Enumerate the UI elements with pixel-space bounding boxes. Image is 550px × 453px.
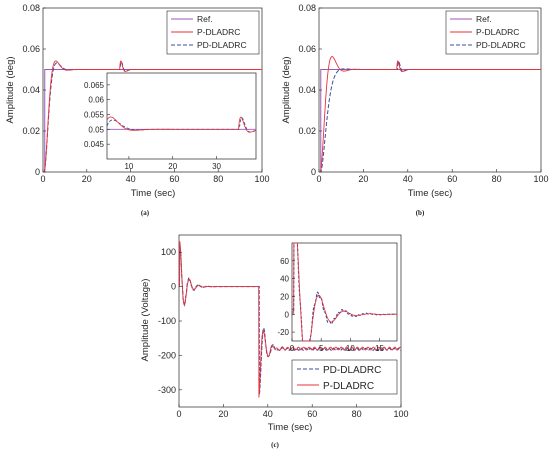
inset-c-xtick-0: 0	[290, 344, 295, 353]
chart-b-xtick-1: 20	[358, 174, 368, 184]
inset-a-ytick-1: 0.05	[88, 125, 104, 134]
inset-a-ytick-4: 0.065	[84, 81, 105, 90]
chart-a: 0 20 40 60 80 100 0 0.02 0.04 0.06 0.08 Time (sec)…	[5, 3, 270, 217]
legend-ref-a: Ref.	[197, 14, 213, 24]
chart-a-xtick-5: 100	[254, 174, 269, 184]
inset-a-xtick-2: 30	[212, 162, 221, 171]
inset-c-ytick-4: -20	[277, 328, 289, 337]
series-p-dladrc-c	[179, 241, 402, 398]
chart-a-ytick-3: 0.06	[22, 44, 40, 54]
y-axis-label-b: Amplitude (deg)	[281, 56, 292, 123]
y-axis-label-a: Amplitude (deg)	[5, 56, 16, 123]
chart-a-ytick-0: 0	[35, 167, 40, 177]
chart-a-xtick-4: 80	[213, 174, 223, 184]
inset-c-xtick-2: 10	[346, 344, 355, 353]
legend-pd-dladrc-c: PD-DLADRC	[323, 365, 381, 376]
x-axis-label-b: Time (sec)	[408, 188, 453, 199]
chart-b-xtick-4: 80	[492, 174, 502, 184]
inset-a-ytick-3: 0.06	[88, 96, 104, 105]
chart-b-xtick-3: 60	[447, 174, 457, 184]
inset-series-p-dladrc-a	[106, 116, 257, 133]
chart-c-ytick-1: 0	[171, 282, 176, 292]
legend-pd-dladrc-a: PD-DLADRC	[197, 40, 247, 50]
chart-b-xtick-5: 100	[533, 174, 548, 184]
inset-area-a	[106, 72, 257, 160]
inset-c-ytick-1: 40	[280, 275, 289, 284]
chart-c-ytick-0: 100	[161, 247, 176, 257]
x-axis-label-a: Time (sec)	[131, 188, 176, 199]
chart-c-xtick-2: 40	[263, 409, 273, 419]
chart-c-ytick-3: -200	[158, 350, 176, 360]
chart-b-ytick-0: 0	[311, 167, 316, 177]
inset-series-p-dladrc-c	[292, 242, 398, 342]
chart-b-ytick-3: 0.06	[298, 44, 316, 54]
chart-c-xtick-3: 60	[307, 409, 317, 419]
chart-a-xtick-2: 40	[126, 174, 136, 184]
chart-a-xtick-1: 20	[82, 174, 92, 184]
series-p-dladrc-b	[319, 56, 541, 173]
inset-c-ytick-0: 60	[280, 257, 289, 266]
legend-pd-dladrc-b: PD-DLADRC	[476, 40, 526, 50]
inset-a-ytick-0: 0.045	[84, 140, 105, 149]
chart-c-ytick-4: -300	[158, 385, 176, 395]
chart-a-ytick-4: 0.08	[22, 3, 40, 13]
inset-area-c	[291, 242, 398, 342]
chart-b-xtick-2: 40	[403, 174, 413, 184]
caption-b: (b)	[416, 209, 425, 217]
inset-c-xtick-3: 15	[375, 344, 384, 353]
chart-b-ytick-1: 0.02	[298, 126, 316, 136]
chart-c-xtick-4: 80	[352, 409, 362, 419]
chart-c-xtick-5: 100	[393, 409, 408, 419]
chart-c-xtick-1: 20	[218, 409, 228, 419]
caption-c: (c)	[271, 441, 279, 449]
legend-c: PD-DLADRC P-DLADRC	[291, 359, 398, 395]
legend-b: Ref. P-DLADRC PD-DLADRC	[445, 10, 539, 55]
series-p-dladrc-a	[43, 60, 262, 173]
inset-a-ytick-2: 0.055	[84, 111, 105, 120]
chart-a-ytick-1: 0.02	[22, 126, 40, 136]
legend-ref-b: Ref.	[476, 14, 492, 24]
inset-c-xtick-1: 5	[319, 344, 324, 353]
chart-b-ytick-2: 0.04	[298, 85, 316, 95]
chart-b-ytick-4: 0.08	[298, 3, 316, 13]
chart-b: 0 20 40 60 80 100 0 0.02 0.04 0.06 0.08 Time (sec)…	[281, 3, 549, 217]
legend-p-dladrc-b: P-DLADRC	[476, 27, 519, 37]
chart-a-xtick-0: 0	[40, 174, 45, 184]
inset-c-ytick-3: 0	[285, 310, 290, 319]
inset-c-ytick-2: 20	[280, 292, 289, 301]
legend-p-dladrc-a: P-DLADRC	[197, 27, 240, 37]
inset-a-xtick-1: 20	[168, 162, 177, 171]
inset-a-xtick-0: 10	[124, 162, 133, 171]
chart-c-xtick-0: 0	[176, 409, 181, 419]
chart-a-ytick-2: 0.04	[22, 85, 40, 95]
caption-a: (a)	[141, 209, 150, 217]
x-axis-label-c: Time (sec)	[268, 422, 313, 433]
chart-a-xtick-3: 60	[169, 174, 179, 184]
chart-c-ytick-2: -100	[158, 316, 176, 326]
y-axis-label-c: Amplitude (Voltage)	[140, 279, 151, 362]
legend-p-dladrc-c: P-DLADRC	[323, 381, 374, 392]
legend-a: Ref. P-DLADRC PD-DLADRC	[166, 10, 260, 55]
chart-b-xtick-0: 0	[316, 174, 321, 184]
